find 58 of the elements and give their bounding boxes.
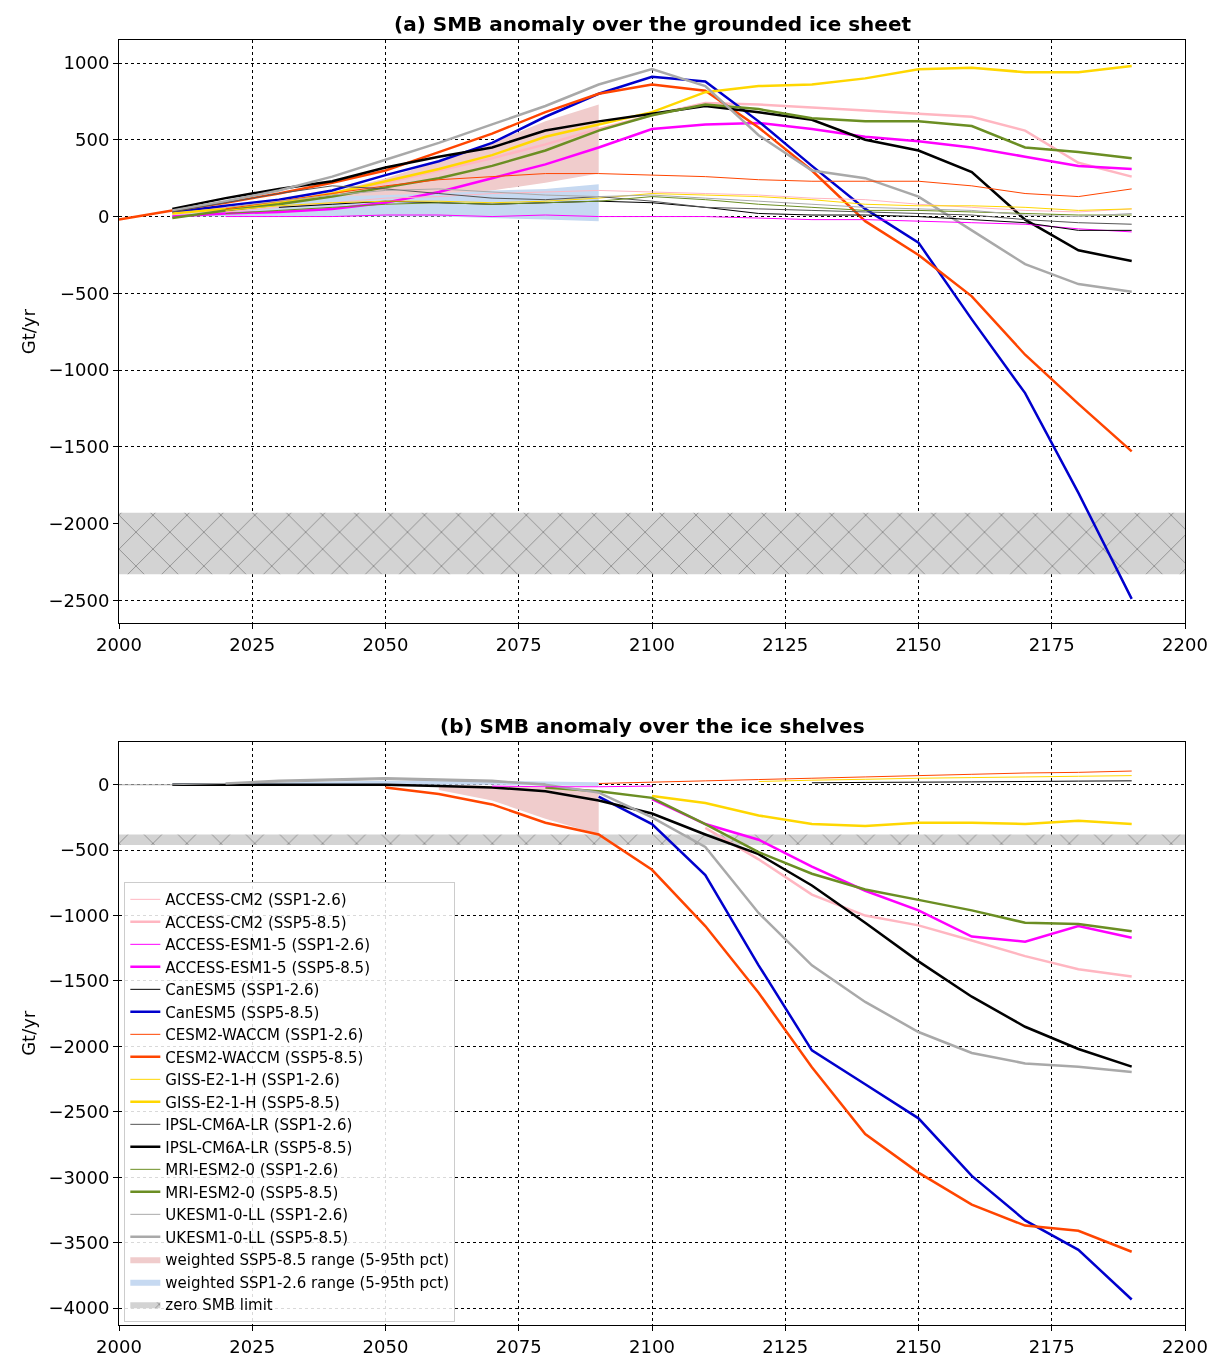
- x-tick-label: 2000: [96, 1335, 142, 1357]
- x-tick-label: 2025: [229, 1335, 276, 1357]
- y-tick-label: −3000: [48, 1166, 110, 1188]
- y-axis-title: Gt/yr: [17, 1010, 39, 1056]
- x-tick-label: 2200: [1162, 1335, 1208, 1357]
- chart-title: (a) SMB anomaly over the grounded ice sheet: [394, 12, 912, 36]
- legend-label: UKESM1-0-LL (SSP1-2.6): [165, 1206, 349, 1225]
- y-tick-label: −2000: [48, 1035, 110, 1057]
- y-tick-label: −1000: [48, 904, 110, 926]
- legend-label: ACCESS-ESM1-5 (SSP1-2.6): [165, 936, 371, 955]
- x-tick-label: 2100: [629, 633, 675, 655]
- legend-label: CanESM5 (SSP5-8.5): [165, 1003, 320, 1022]
- x-tick-label: 2175: [1028, 1335, 1075, 1357]
- x-tick-label: 2100: [629, 1335, 675, 1357]
- legend-label: ACCESS-ESM1-5 (SSP5-8.5): [165, 958, 371, 977]
- x-tick-label: 2075: [495, 633, 542, 655]
- y-tick-label: −500: [59, 282, 110, 304]
- x-tick-label: 2000: [96, 633, 142, 655]
- x-tick-label: 2125: [762, 1335, 809, 1357]
- y-tick-label: −2500: [48, 1101, 110, 1123]
- legend-label: GISS-E2-1-H (SSP5-8.5): [165, 1093, 340, 1112]
- legend-label: IPSL-CM6A-LR (SSP1-2.6): [165, 1116, 353, 1135]
- x-tick-label: 2050: [362, 633, 409, 655]
- legend-label: CESM2-WACCM (SSP1-2.6): [165, 1026, 364, 1045]
- legend-label: zero SMB limit: [165, 1296, 273, 1315]
- legend-label: CESM2-WACCM (SSP5-8.5): [165, 1048, 364, 1067]
- y-tick-label: −500: [59, 839, 110, 861]
- legend-label: MRI-ESM2-0 (SSP5-8.5): [165, 1183, 339, 1202]
- y-tick-label: 500: [75, 129, 110, 151]
- x-tick-label: 2025: [229, 633, 276, 655]
- y-axis-title: Gt/yr: [17, 308, 39, 355]
- x-tick-label: 2050: [362, 1335, 409, 1357]
- y-tick-label: −2500: [48, 589, 110, 611]
- x-tick-label: 2150: [895, 633, 942, 655]
- legend-label: weighted SSP1-2.6 range (5-95th pct): [165, 1273, 450, 1292]
- legend-label: ACCESS-CM2 (SSP1-2.6): [165, 891, 347, 910]
- y-tick-label: −3500: [48, 1231, 110, 1253]
- chart-title: (b) SMB anomaly over the ice shelves: [440, 714, 865, 738]
- legend-label: GISS-E2-1-H (SSP1-2.6): [165, 1071, 340, 1090]
- y-tick-label: 0: [97, 205, 110, 227]
- y-tick-label: −1500: [48, 436, 110, 458]
- x-tick-label: 2175: [1028, 633, 1075, 655]
- legend-label: UKESM1-0-LL (SSP5-8.5): [165, 1228, 349, 1247]
- legend-label: CanESM5 (SSP1-2.6): [165, 981, 320, 1000]
- y-tick-label: −1500: [48, 970, 110, 992]
- x-tick-label: 2150: [895, 1335, 942, 1357]
- legend-label: MRI-ESM2-0 (SSP1-2.6): [165, 1161, 339, 1180]
- x-tick-label: 2125: [762, 633, 809, 655]
- legend-label: weighted SSP5-8.5 range (5-95th pct): [165, 1251, 450, 1270]
- y-tick-label: −2000: [48, 512, 110, 534]
- legend-label: ACCESS-CM2 (SSP5-8.5): [165, 913, 347, 932]
- legend-label: IPSL-CM6A-LR (SSP5-8.5): [165, 1138, 353, 1157]
- x-tick-label: 2200: [1162, 633, 1208, 655]
- y-tick-label: 0: [97, 774, 110, 796]
- y-tick-label: −1000: [48, 359, 110, 381]
- y-tick-label: 1000: [63, 52, 110, 74]
- x-tick-label: 2075: [495, 1335, 542, 1357]
- y-tick-label: −4000: [48, 1297, 110, 1319]
